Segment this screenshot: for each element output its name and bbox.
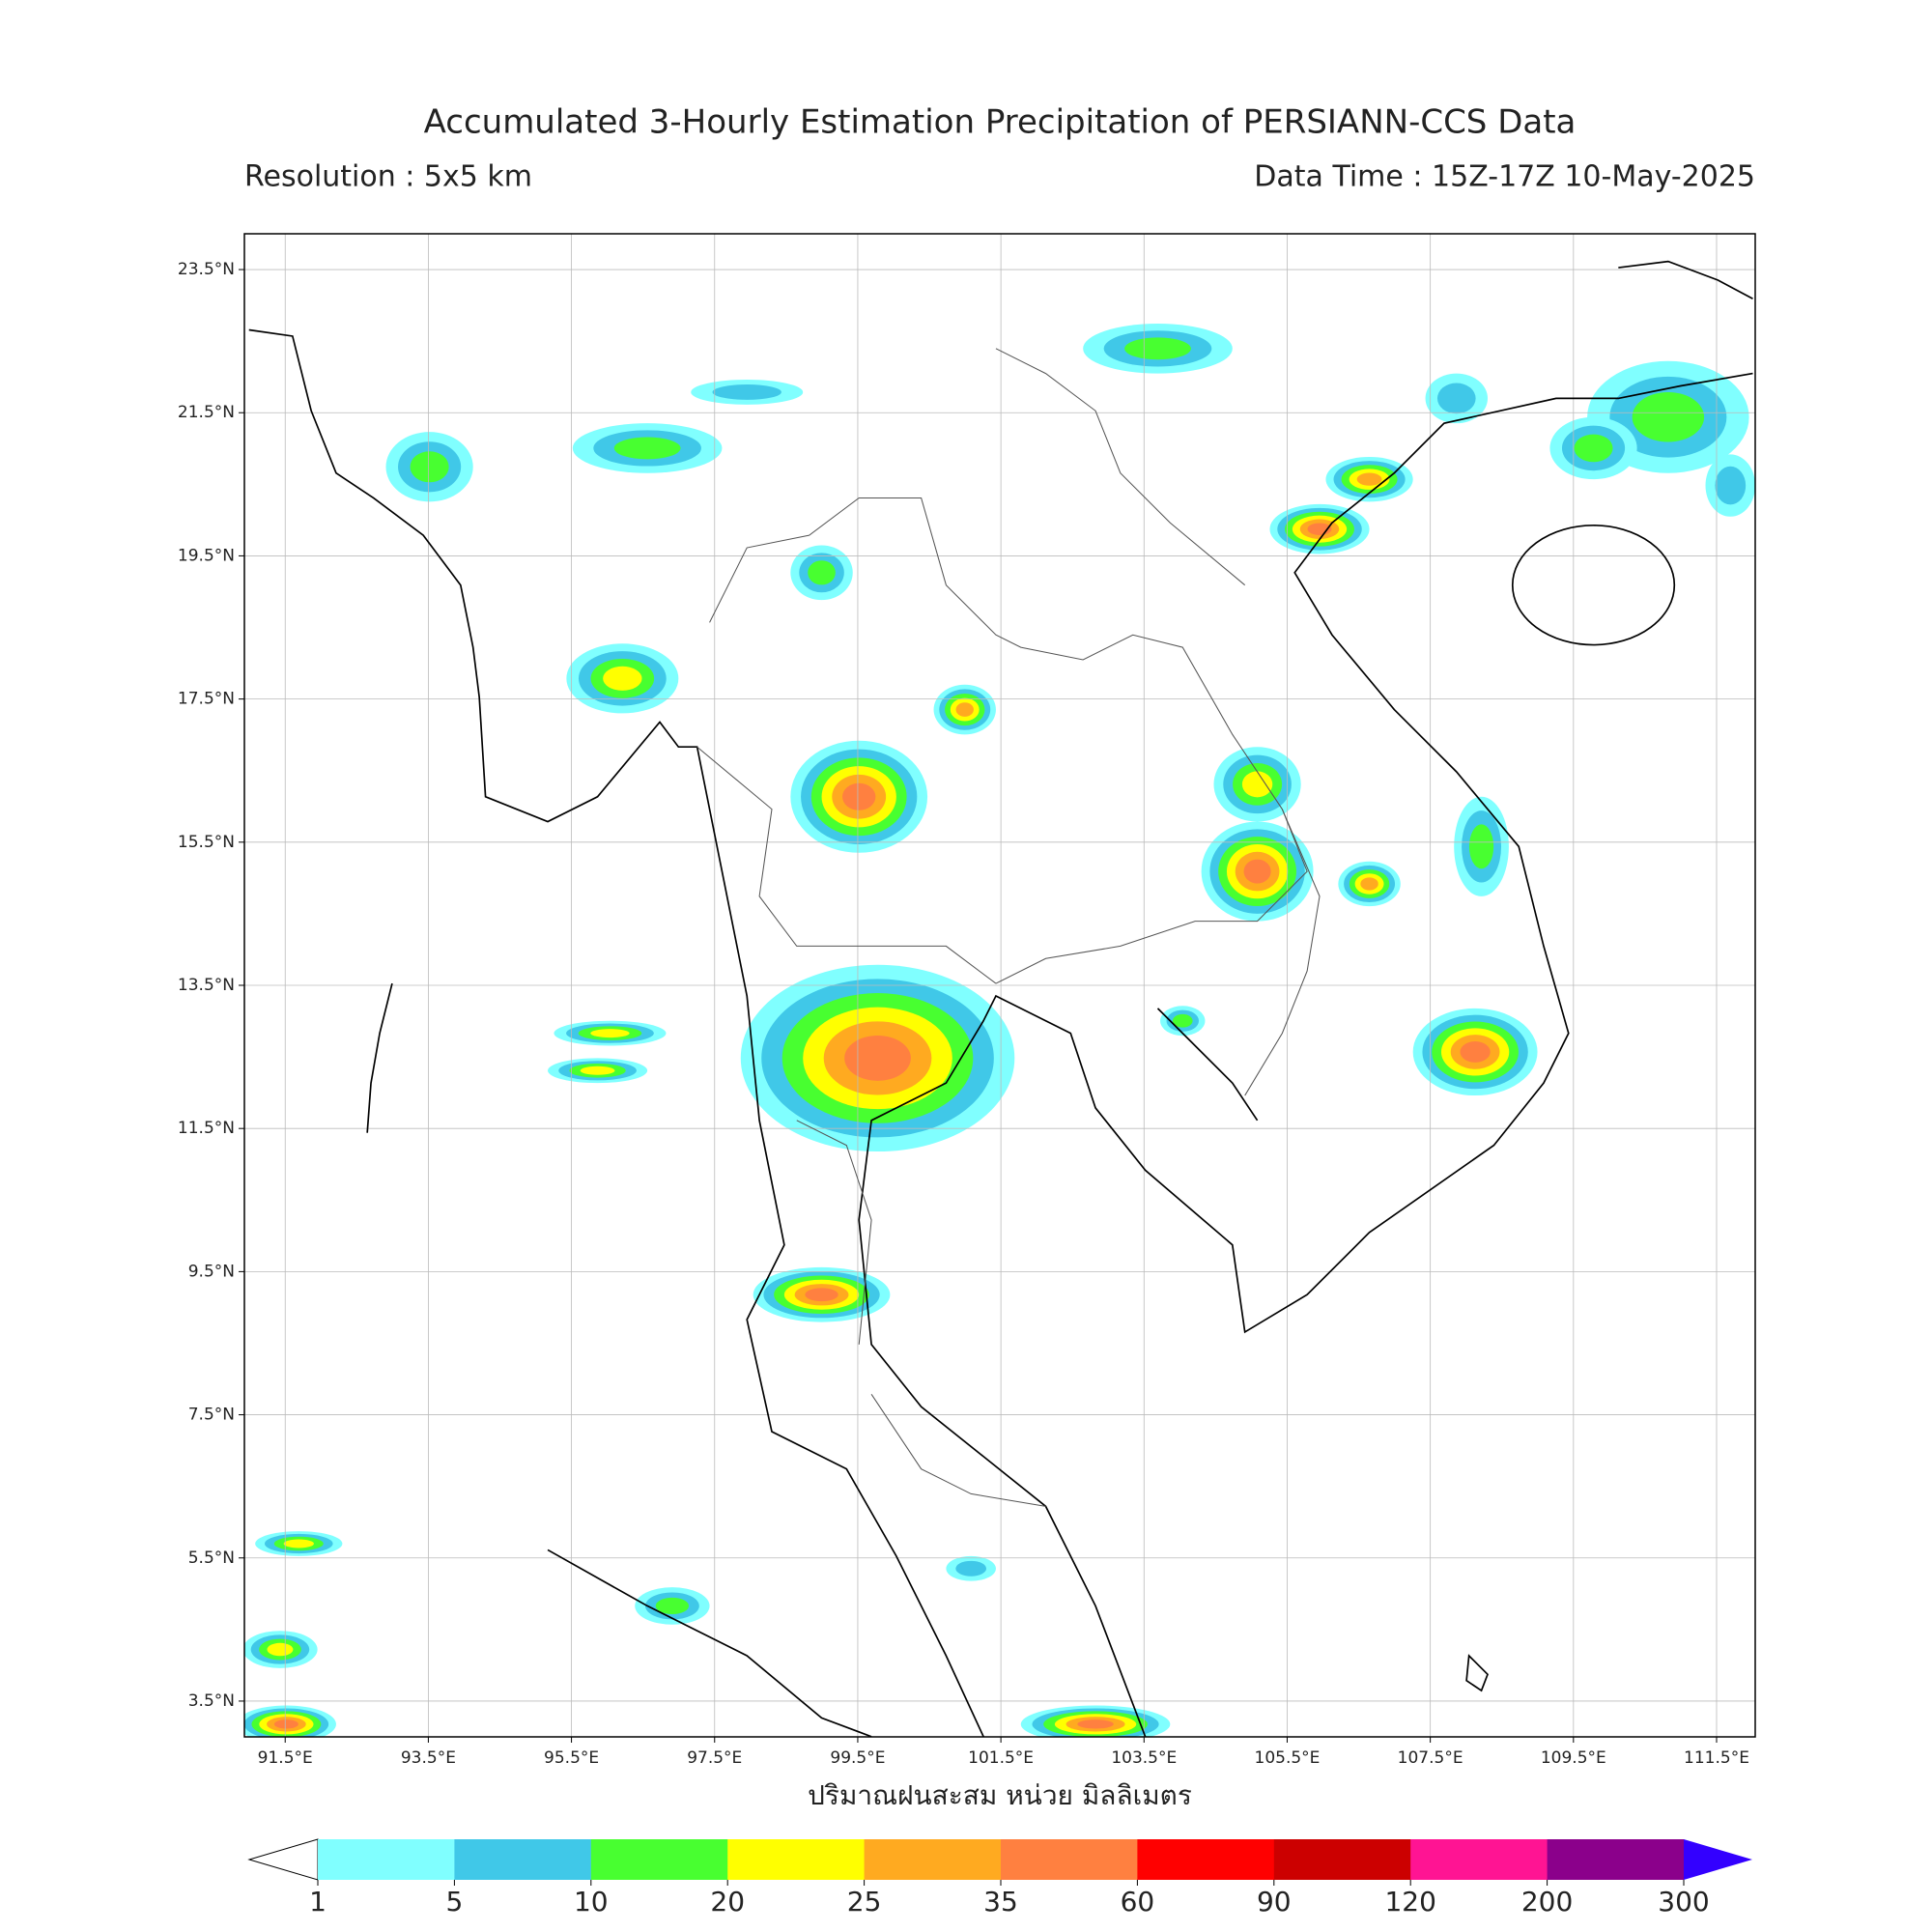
y-tick-label: 13.5°N (178, 976, 235, 995)
rain-area (844, 1035, 911, 1081)
y-tick-label: 21.5°N (178, 403, 235, 422)
colorbar-label: 1 (309, 1886, 327, 1918)
map-title: Accumulated 3-Hourly Estimation Precipit… (424, 103, 1577, 142)
y-tick-label: 5.5°N (188, 1548, 235, 1568)
coastlines (248, 260, 1753, 1737)
rain-area (712, 384, 781, 400)
rain-area (410, 451, 449, 483)
colorbar-label: 300 (1658, 1886, 1709, 1918)
colorbar-label: 10 (574, 1886, 609, 1918)
x-tick-label: 97.5°E (687, 1748, 742, 1768)
colorbar-swatch (318, 1839, 455, 1880)
resolution-label: Resolution : 5x5 km (244, 160, 532, 194)
y-tick-label: 3.5°N (188, 1691, 235, 1711)
x-tick-label: 101.5°E (968, 1748, 1034, 1768)
colorbar-label: 25 (847, 1886, 882, 1918)
y-tick-label: 9.5°N (188, 1262, 235, 1281)
rain-area (1077, 1719, 1114, 1729)
rain-area (1436, 383, 1476, 414)
rain-area (805, 1288, 838, 1302)
x-tick-label: 103.5°E (1111, 1748, 1177, 1768)
colorbar-under (247, 1838, 319, 1881)
rain-area (273, 1719, 298, 1729)
colorbar-swatch (864, 1839, 1002, 1880)
y-tick-label: 17.5°N (178, 690, 235, 709)
colorbar-swatch (1547, 1839, 1685, 1880)
rain-area (1460, 1041, 1491, 1063)
x-tick-label: 91.5°E (258, 1748, 313, 1768)
colorbar-over (1684, 1839, 1752, 1880)
x-tick-label: 99.5°E (830, 1748, 885, 1768)
rain-area (1632, 391, 1705, 442)
colorbar-swatch (454, 1839, 592, 1880)
rain-area (955, 702, 974, 717)
rain-area (580, 1065, 615, 1075)
rain-area (1124, 337, 1191, 360)
y-tick-label: 11.5°N (178, 1119, 235, 1138)
x-axis-label: ปริมาณฝนสะสม หน่วย มิลลิเมตร (808, 1779, 1192, 1811)
rain-area (655, 1597, 690, 1615)
colorbar-swatch (1273, 1839, 1411, 1880)
colorbar-label: 35 (983, 1886, 1018, 1918)
colorbar-swatch (1137, 1839, 1275, 1880)
x-tick-label: 107.5°E (1398, 1748, 1463, 1768)
colorbar-swatch (1001, 1839, 1138, 1880)
rain-area (613, 437, 681, 460)
data-time-label: Data Time : 15Z-17Z 10-May-2025 (1254, 160, 1755, 194)
rain-area (842, 782, 876, 810)
rain-area (955, 1560, 987, 1577)
rain-area (1574, 434, 1613, 463)
rain-area (603, 666, 642, 691)
rain-area (590, 1029, 630, 1038)
y-tick-label: 19.5°N (178, 546, 235, 565)
rain-area (1243, 859, 1271, 884)
y-tick-label: 15.5°N (178, 833, 235, 852)
colorbar-swatch (590, 1839, 728, 1880)
y-tick-label: 23.5°N (178, 260, 235, 279)
rain-area (1356, 472, 1382, 486)
precipitation-layer (244, 324, 1755, 1737)
colorbar-label: 5 (445, 1886, 463, 1918)
rain-area (1241, 771, 1273, 798)
rain-area (1715, 466, 1747, 505)
rain-area (267, 1642, 294, 1657)
colorbar-label: 60 (1121, 1886, 1155, 1918)
colorbar-swatch (1410, 1839, 1548, 1880)
y-tick-label: 7.5°N (188, 1406, 235, 1425)
x-tick-label: 95.5°E (544, 1748, 599, 1768)
x-tick-label: 111.5°E (1684, 1748, 1749, 1768)
colorbar-label: 90 (1257, 1886, 1292, 1918)
rain-area (808, 560, 836, 585)
rain-area (283, 1539, 314, 1548)
x-tick-label: 93.5°E (401, 1748, 456, 1768)
rain-area (1468, 824, 1494, 869)
colorbar-label: 200 (1521, 1886, 1573, 1918)
rain-area (1172, 1013, 1193, 1028)
x-tick-label: 105.5°E (1255, 1748, 1321, 1768)
x-tick-label: 109.5°E (1541, 1748, 1606, 1768)
rain-area (1360, 877, 1378, 891)
colorbar-swatch (727, 1839, 866, 1880)
colorbar-label: 120 (1384, 1886, 1435, 1918)
colorbar-label: 20 (710, 1886, 745, 1918)
